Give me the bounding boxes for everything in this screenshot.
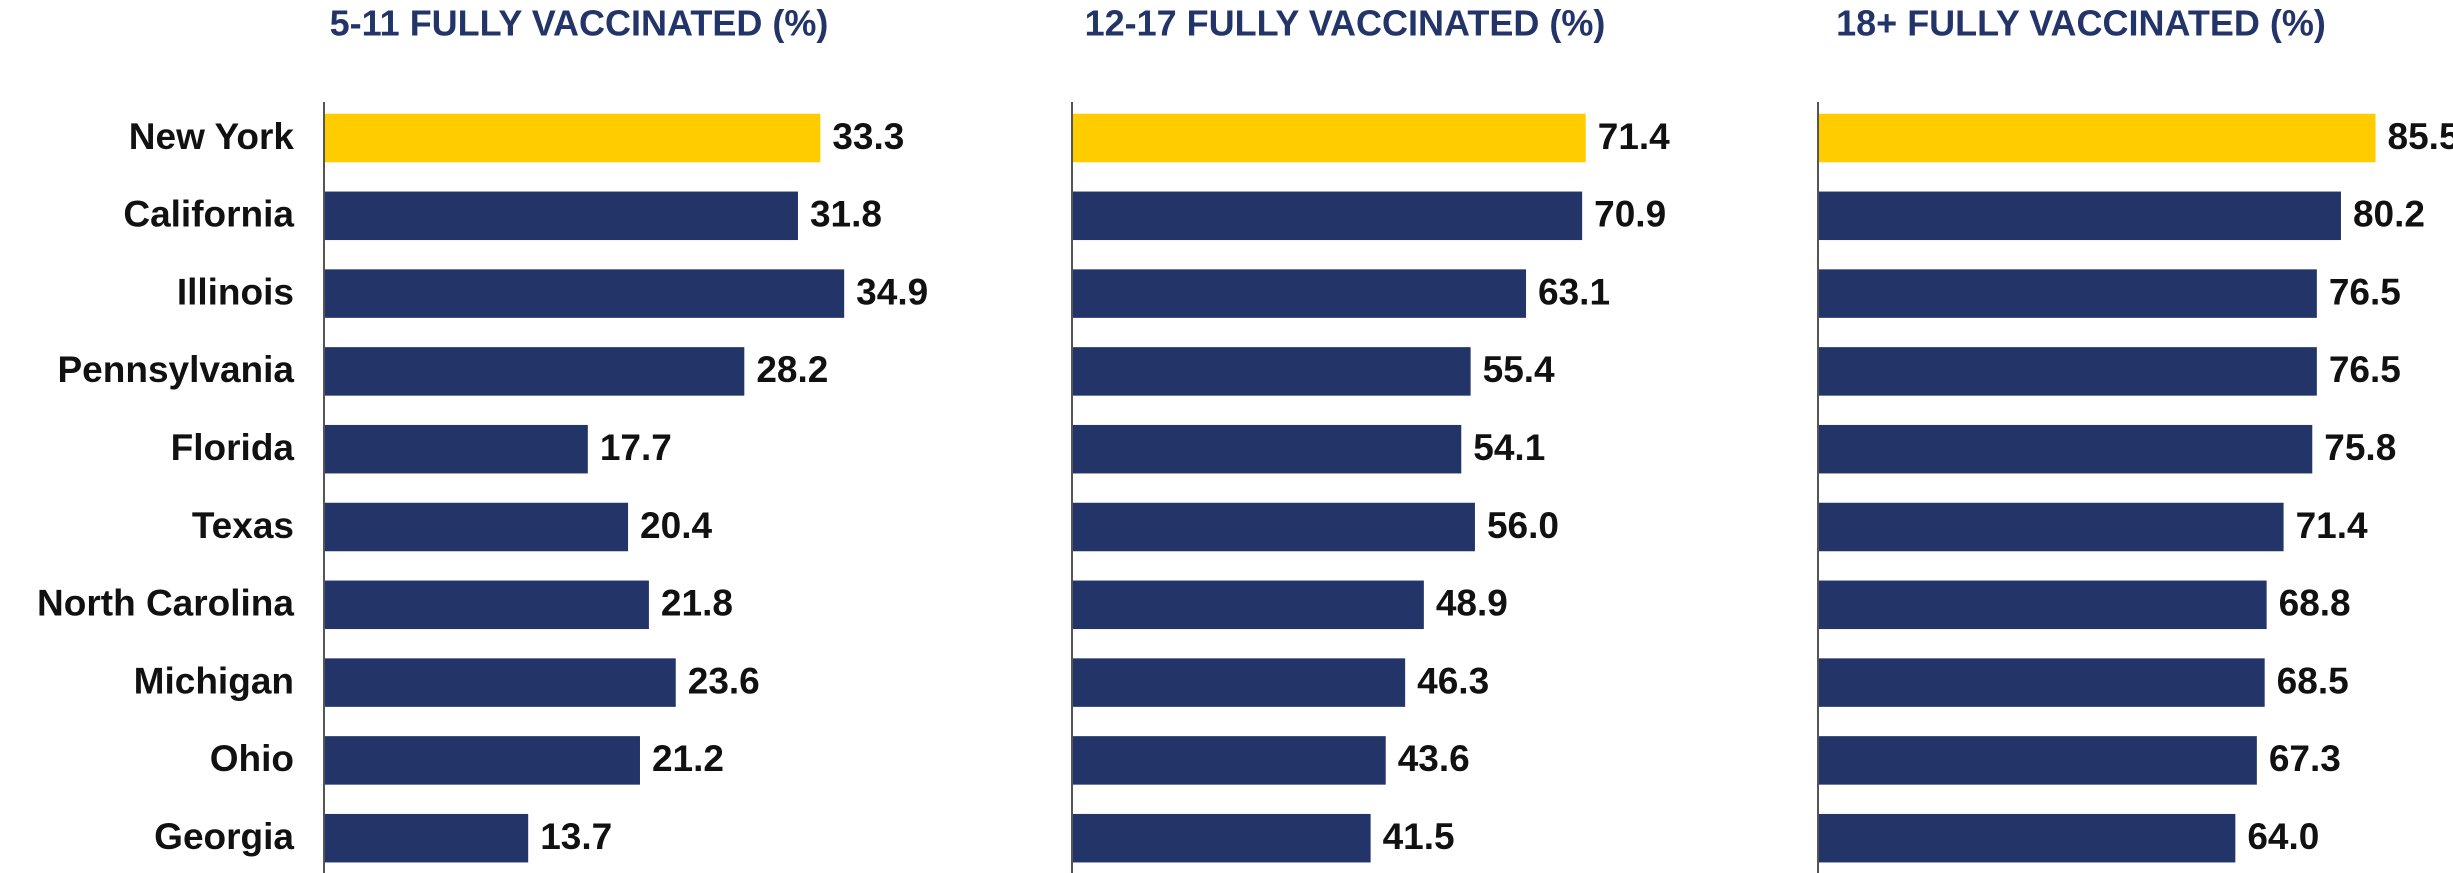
bar <box>324 269 845 318</box>
value-label: 28.2 <box>756 349 828 390</box>
bar <box>1818 658 2265 707</box>
value-label: 71.4 <box>1598 116 1670 157</box>
chart-title: 18+ FULLY VACCINATED (%) <box>1836 3 2326 44</box>
value-label: 71.4 <box>2296 505 2368 546</box>
bar <box>1818 113 2376 163</box>
value-label: 76.5 <box>2329 349 2401 390</box>
bar <box>1818 736 2257 785</box>
category-label: New York <box>129 116 295 157</box>
value-label: 75.8 <box>2324 427 2396 468</box>
value-label: 21.8 <box>661 583 733 624</box>
bar <box>324 347 745 396</box>
value-label: 68.8 <box>2279 583 2351 624</box>
value-label: 76.5 <box>2329 271 2401 312</box>
bar <box>1072 269 1527 318</box>
value-label: 17.7 <box>600 427 672 468</box>
bar <box>1072 658 1406 707</box>
value-label: 67.3 <box>2269 738 2341 779</box>
bar <box>1818 191 2341 241</box>
bar <box>1072 580 1424 630</box>
bar <box>324 736 640 785</box>
value-label: 20.4 <box>640 505 712 546</box>
value-label: 46.3 <box>1417 660 1489 701</box>
bar <box>324 580 649 630</box>
bar <box>1072 813 1371 863</box>
category-label: Michigan <box>134 660 294 701</box>
bar <box>1072 347 1471 396</box>
bar <box>324 502 629 552</box>
bar <box>324 658 676 707</box>
category-label: California <box>123 194 294 235</box>
value-label: 70.9 <box>1594 194 1666 235</box>
bar <box>1072 191 1583 241</box>
bar <box>1072 424 1462 474</box>
value-label: 13.7 <box>540 816 612 857</box>
bar <box>1818 347 2317 396</box>
bar <box>1072 502 1475 552</box>
value-label: 23.6 <box>688 660 760 701</box>
category-label: Texas <box>192 505 294 546</box>
bar <box>1818 813 2236 863</box>
category-label: Pennsylvania <box>57 349 294 390</box>
bar <box>1818 502 2284 552</box>
chart-title: 12-17 FULLY VACCINATED (%) <box>1085 3 1606 44</box>
value-label: 41.5 <box>1383 816 1455 857</box>
bar <box>324 813 529 863</box>
value-label: 48.9 <box>1436 583 1508 624</box>
category-label: Illinois <box>177 271 294 312</box>
bar <box>324 424 588 474</box>
bar <box>324 113 821 163</box>
bar <box>1818 424 2313 474</box>
category-label: Georgia <box>154 816 294 857</box>
value-label: 68.5 <box>2277 660 2349 701</box>
value-label: 80.2 <box>2353 194 2425 235</box>
category-label: Florida <box>171 427 295 468</box>
value-label: 21.2 <box>652 738 724 779</box>
category-label: North Carolina <box>37 583 294 624</box>
chart-title: 5-11 FULLY VACCINATED (%) <box>330 3 829 44</box>
value-label: 43.6 <box>1398 738 1470 779</box>
value-label: 31.8 <box>810 194 882 235</box>
category-label: Ohio <box>210 738 294 779</box>
bar <box>1818 269 2317 318</box>
bar <box>324 191 798 241</box>
value-label: 85.5 <box>2388 116 2453 157</box>
value-label: 64.0 <box>2247 816 2319 857</box>
value-label: 55.4 <box>1483 349 1555 390</box>
value-label: 63.1 <box>1538 271 1610 312</box>
value-label: 56.0 <box>1487 505 1559 546</box>
value-label: 54.1 <box>1473 427 1545 468</box>
bar <box>1072 113 1586 163</box>
value-label: 34.9 <box>856 271 928 312</box>
bar <box>1072 736 1386 785</box>
bar <box>1818 580 2267 630</box>
value-label: 33.3 <box>832 116 904 157</box>
